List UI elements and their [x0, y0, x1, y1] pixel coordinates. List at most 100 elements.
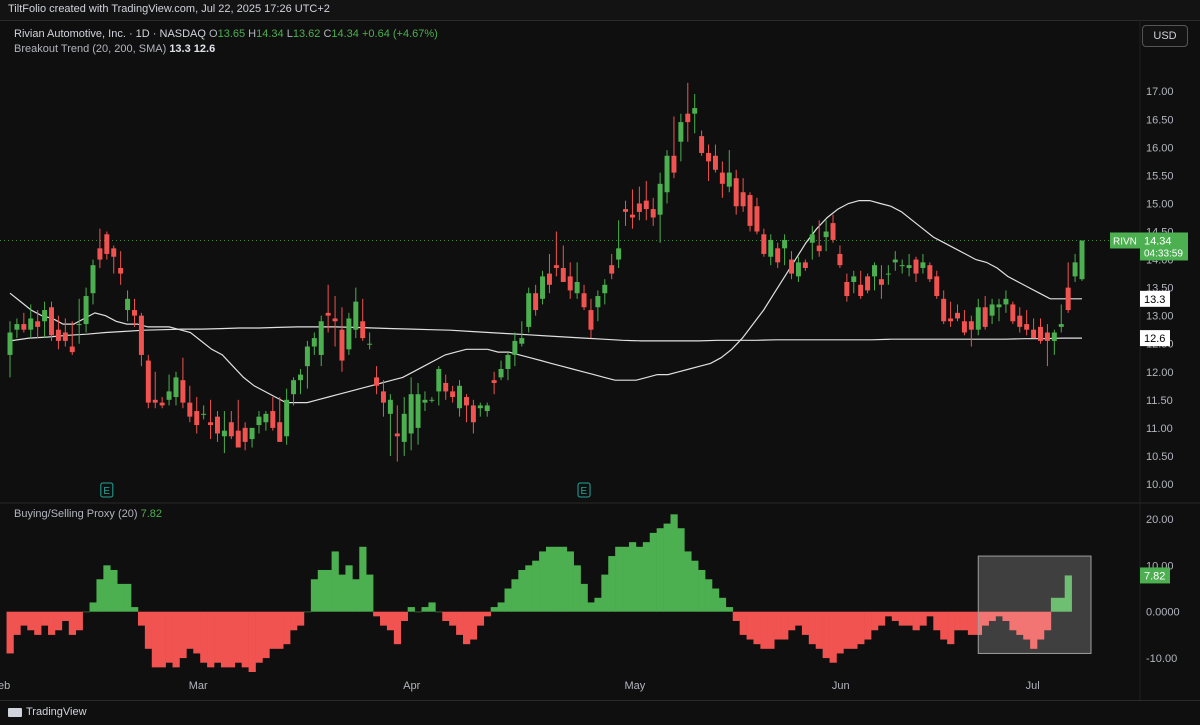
price-tick-label: 15.00: [1146, 198, 1174, 210]
highlight-box: [977, 555, 1092, 654]
candle-body: [657, 183, 663, 215]
candle-body: [726, 172, 732, 187]
oscillator-bar: [303, 611, 312, 613]
price-tick-label: 16.00: [1146, 142, 1174, 154]
oscillator-bar: [774, 611, 782, 640]
candle-body: [353, 301, 359, 330]
oscillator-legend[interactable]: Buying/Selling Proxy (20) 7.82: [14, 508, 162, 520]
currency-button[interactable]: USD: [1142, 25, 1188, 47]
bottom-bar: TradingView: [0, 700, 1200, 725]
indicator-legend[interactable]: Breakout Trend (20, 200, SMA) 13.3 12.6: [14, 43, 215, 55]
candle-body: [221, 430, 227, 437]
earnings-marker-label: E: [581, 486, 588, 497]
candle-body: [982, 307, 988, 327]
candle-body: [1024, 324, 1030, 330]
candle-body: [782, 239, 788, 249]
candle-body: [318, 321, 324, 355]
candle-body: [809, 234, 815, 243]
candle-body: [138, 315, 144, 355]
oscillator-bar: [373, 611, 381, 617]
candle-body: [1072, 262, 1078, 277]
ticker-tag: RIVN: [1113, 236, 1137, 247]
oscillator-bar: [366, 574, 374, 612]
oscillator-bar: [815, 611, 823, 649]
oscillator-bar: [269, 611, 277, 649]
oscillator-bar: [117, 583, 125, 612]
candle-body: [21, 324, 27, 330]
oscillator-bar: [317, 569, 325, 612]
candle-body: [97, 248, 103, 260]
candle-body: [885, 273, 891, 275]
candle-body: [173, 377, 179, 398]
close-value: 14.34: [331, 28, 359, 40]
candle-body: [263, 413, 269, 423]
oscillator-bar: [760, 611, 768, 649]
oscillator-bar: [954, 611, 962, 631]
candle-body: [913, 259, 919, 274]
candle-body: [795, 262, 801, 277]
oscillator-bar: [635, 546, 644, 612]
oscillator-bar: [622, 546, 630, 612]
oscillator-bar: [739, 611, 747, 635]
x-tick-label: Mar: [189, 680, 208, 692]
candle-body: [851, 276, 857, 282]
candle-body: [899, 265, 905, 267]
candle-body: [512, 340, 518, 355]
candle-body: [49, 307, 54, 336]
oscillator-bar: [753, 611, 761, 645]
oscillator-bar: [615, 546, 623, 612]
candle-body: [595, 296, 601, 308]
candle-body: [111, 248, 117, 257]
oscillator-bar: [227, 611, 236, 668]
oscillator-bar: [608, 556, 616, 612]
candle-body: [927, 265, 933, 280]
oscillator-bar: [165, 611, 173, 663]
oscillator-bar: [594, 597, 602, 612]
oscillator-bar: [497, 602, 505, 612]
oscillator-bar: [338, 574, 346, 612]
chart-area[interactable]: 10.0010.5011.0011.5012.0012.5013.0013.50…: [0, 20, 1200, 700]
candle-body: [367, 343, 373, 345]
oscillator-bar: [193, 611, 201, 654]
high-label: H: [248, 28, 257, 40]
low-label: L: [286, 28, 293, 40]
oscillator-bar: [345, 565, 353, 612]
oscillator-bar: [137, 611, 146, 626]
oscillator-bar: [352, 579, 360, 612]
candle-body: [1003, 298, 1009, 305]
oscillator-bar: [539, 551, 547, 612]
oscillator-bar: [794, 611, 803, 626]
oscillator-bar: [310, 579, 319, 612]
candle-body: [872, 265, 878, 277]
oscillator-bar: [435, 611, 443, 613]
candle-body: [761, 234, 767, 254]
earnings-marker: [100, 482, 114, 498]
price-tick-label: 12.00: [1146, 367, 1174, 379]
oscillator-bar: [27, 611, 35, 631]
candle-body: [588, 310, 594, 330]
candle-body: [581, 293, 587, 308]
oscillator-bar: [995, 611, 1003, 617]
candle-body: [401, 413, 407, 442]
oscillator-bar: [1023, 611, 1031, 640]
candle-body: [166, 391, 172, 400]
candle-body: [567, 276, 573, 291]
oscillator-bar: [559, 546, 568, 612]
oscillator-bar: [41, 611, 49, 626]
candle-body: [118, 267, 124, 274]
candle-body: [187, 402, 193, 417]
oscillator-bar: [144, 611, 153, 649]
tradingview-logo[interactable]: TradingView: [8, 706, 87, 718]
oscillator-bar: [456, 611, 464, 635]
candle-body: [429, 399, 435, 401]
candle-body: [934, 276, 940, 297]
oscillator-bar: [829, 611, 837, 663]
oscillator-bar: [200, 611, 208, 663]
oscillator-bar: [407, 607, 415, 612]
candle-body: [816, 245, 822, 252]
oscillator-bar: [421, 607, 429, 612]
candle-body: [1038, 326, 1043, 341]
candle-body: [865, 276, 871, 291]
oscillator-bar: [476, 611, 485, 626]
symbol-name[interactable]: Rivian Automotive, Inc. · 1D · NASDAQ: [14, 28, 206, 40]
